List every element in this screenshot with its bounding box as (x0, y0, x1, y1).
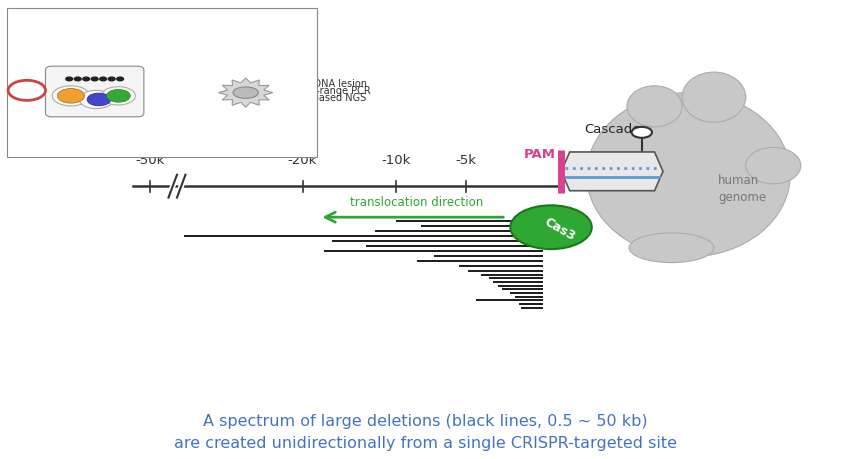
Circle shape (57, 89, 84, 103)
Text: PAM: PAM (524, 148, 556, 161)
Text: translocation direction: translocation direction (351, 196, 483, 209)
Text: -10k: -10k (381, 154, 410, 167)
Text: Express Type I: Express Type I (79, 18, 153, 28)
Circle shape (117, 77, 123, 81)
Polygon shape (219, 78, 273, 107)
Text: & Tn5-based NGS: & Tn5-based NGS (280, 93, 366, 103)
Text: -20k: -20k (288, 154, 317, 167)
Text: human
genome: human genome (718, 174, 766, 204)
Ellipse shape (627, 86, 683, 127)
Polygon shape (561, 152, 663, 191)
Circle shape (83, 77, 89, 81)
Text: cells: cells (240, 65, 264, 75)
Text: A spectrum of large deletions (black lines, 0.5 ~ 50 kb)
are created unidirectio: A spectrum of large deletions (black lin… (174, 414, 677, 451)
Circle shape (101, 87, 135, 105)
Ellipse shape (233, 87, 259, 98)
Text: Cascade: Cascade (584, 123, 640, 135)
Text: Cascade-NLS: Cascade-NLS (151, 97, 219, 107)
Text: -50k: -50k (135, 154, 164, 167)
Ellipse shape (586, 93, 791, 257)
Text: Cas3-NLS: Cas3-NLS (151, 91, 201, 101)
Text: in E.coli: in E.coli (95, 40, 136, 50)
Text: by long-range PCR: by long-range PCR (280, 86, 370, 96)
Circle shape (106, 90, 130, 102)
Ellipse shape (745, 147, 801, 184)
Circle shape (9, 80, 45, 101)
Circle shape (511, 205, 591, 249)
Text: -5k: -5k (456, 154, 477, 167)
Circle shape (108, 77, 115, 81)
Text: CRISPR-Cas: CRISPR-Cas (86, 29, 146, 39)
FancyBboxPatch shape (8, 8, 317, 157)
Text: RNP: RNP (207, 56, 228, 66)
Circle shape (79, 90, 113, 109)
Circle shape (91, 77, 98, 81)
Ellipse shape (629, 233, 714, 263)
Circle shape (74, 77, 81, 81)
Circle shape (52, 86, 89, 106)
Circle shape (100, 77, 106, 81)
Text: Profile DNA lesion: Profile DNA lesion (280, 79, 367, 90)
Circle shape (631, 127, 652, 138)
Circle shape (87, 93, 111, 106)
Text: Purify: Purify (151, 85, 180, 95)
Text: Human: Human (233, 56, 271, 66)
Circle shape (66, 77, 72, 81)
Text: Cas3: Cas3 (542, 215, 577, 244)
Text: delivery: delivery (197, 65, 238, 75)
FancyBboxPatch shape (45, 66, 144, 117)
Ellipse shape (683, 72, 745, 122)
